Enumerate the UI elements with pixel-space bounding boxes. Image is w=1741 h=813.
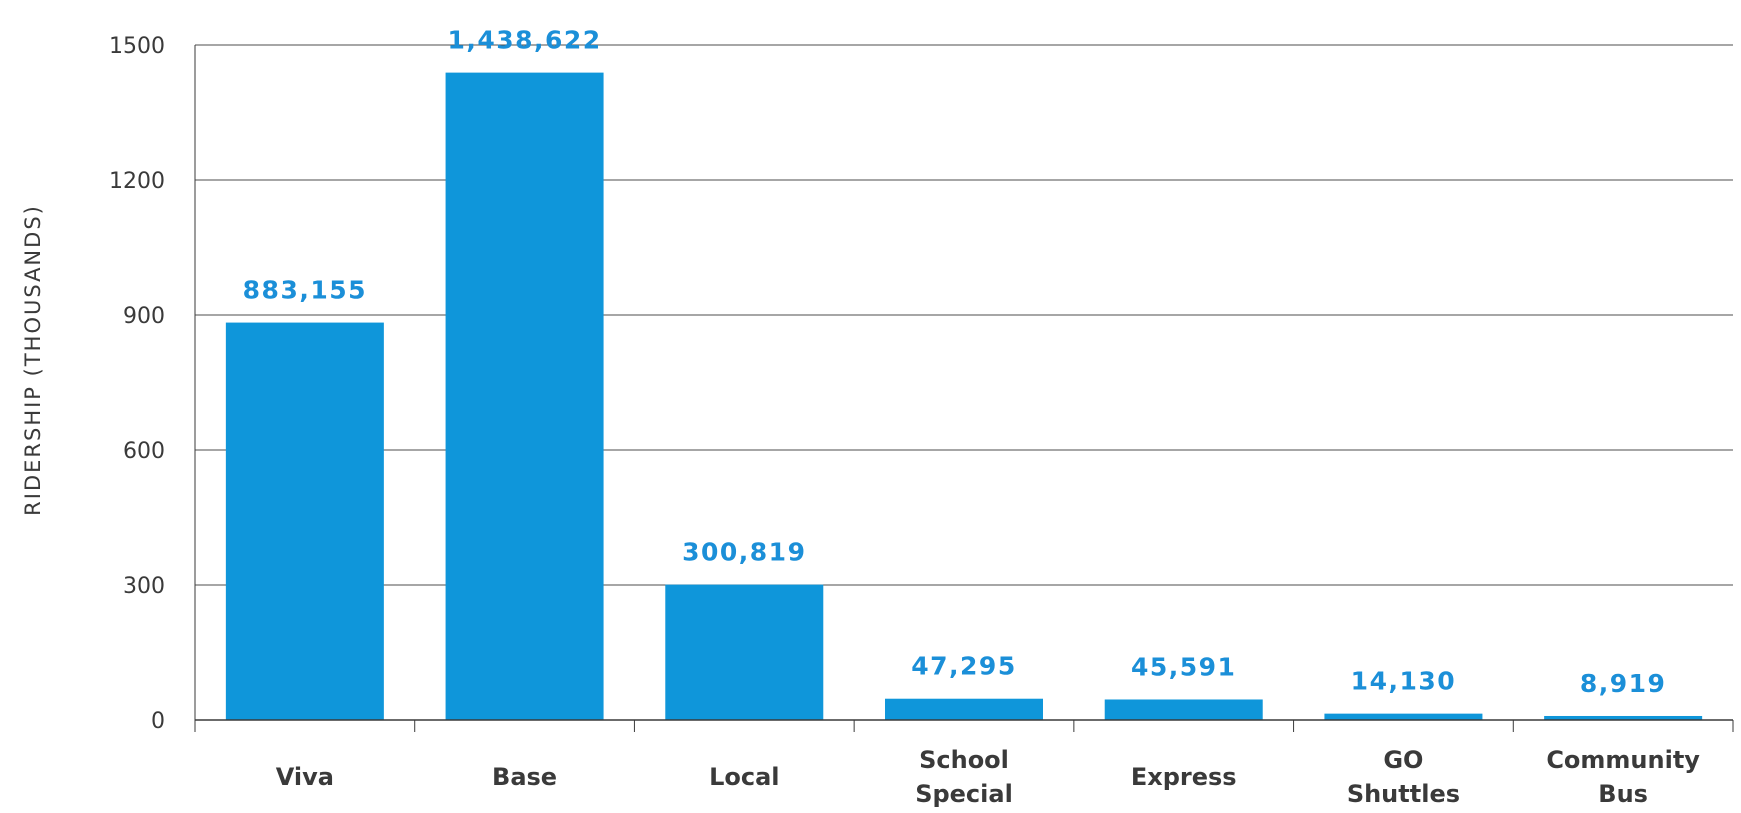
gridlines: [195, 44, 1733, 586]
data-label: 45,591: [1131, 652, 1236, 681]
x-tick-label: Viva: [276, 763, 334, 791]
bar: [665, 584, 824, 720]
bar: [445, 72, 604, 720]
data-label: 883,155: [243, 276, 367, 305]
bars: [225, 72, 1703, 720]
x-tick-label: School Special: [915, 746, 1013, 808]
bar: [885, 698, 1043, 720]
bar: [1544, 715, 1703, 720]
bar: [1104, 699, 1263, 720]
data-label: 8,919: [1580, 669, 1667, 698]
y-tick-label: 1500: [109, 34, 165, 59]
data-label: 14,130: [1351, 667, 1456, 696]
x-tick-label: Local: [709, 763, 779, 791]
y-tick-label: 1200: [109, 169, 165, 194]
x-tick-label: Base: [492, 763, 557, 791]
x-tick-label: Express: [1131, 763, 1237, 791]
data-label: 47,295: [911, 652, 1016, 681]
x-axis: [194, 45, 1734, 732]
labels: 0 300 600 900 1200 1500 883,155 1,438,622 300,81…: [109, 26, 1700, 808]
bar: [225, 322, 384, 720]
data-label: 300,819: [682, 538, 806, 567]
y-tick-label: 600: [123, 439, 165, 464]
bar: [1324, 713, 1483, 720]
data-label: 1,438,622: [447, 26, 601, 55]
y-tick-label: 900: [123, 304, 165, 329]
y-tick-label: 300: [123, 574, 165, 599]
y-tick-label: 0: [151, 709, 165, 734]
x-tick-label: GO Shuttles: [1347, 746, 1460, 808]
x-tick-label: Community Bus: [1546, 746, 1700, 808]
y-axis-title: RIDERSHIP (THOUSANDS): [21, 204, 45, 516]
